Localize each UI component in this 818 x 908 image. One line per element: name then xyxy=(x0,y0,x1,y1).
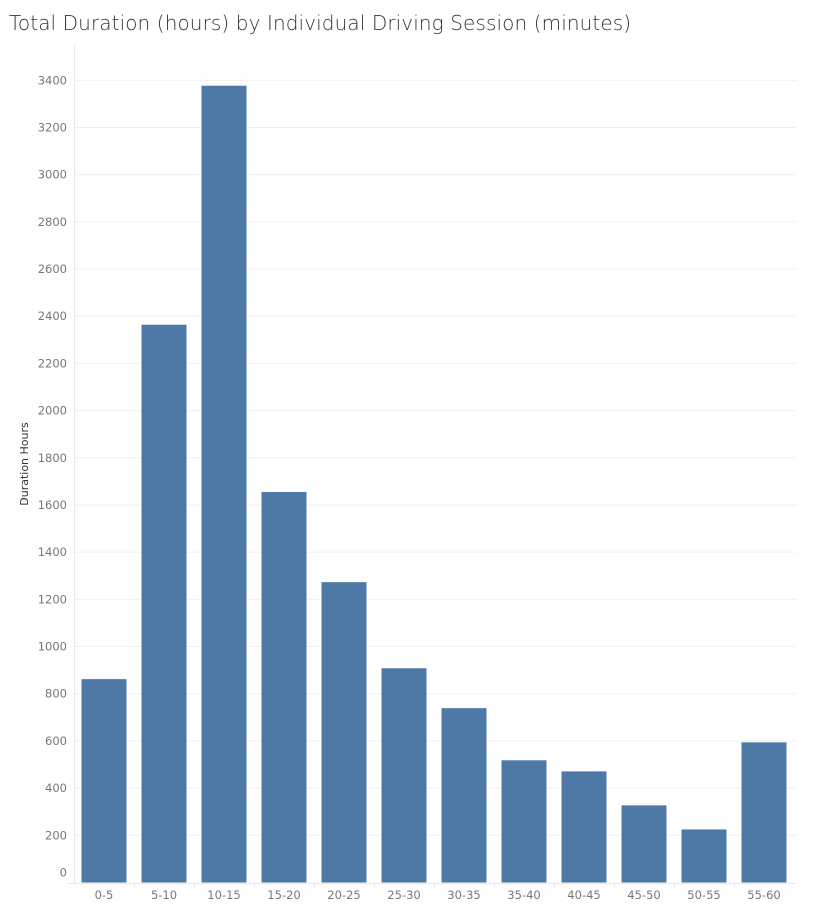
y-tick-label: 600 xyxy=(45,734,67,748)
y-tick-label: 1200 xyxy=(38,592,67,606)
y-tick-label: 1400 xyxy=(38,545,67,559)
x-tick-label: 25-30 xyxy=(387,888,420,902)
bar-45-50[interactable] xyxy=(621,805,667,883)
bar-10-15[interactable] xyxy=(201,85,247,883)
y-tick-label: 200 xyxy=(45,828,67,842)
y-tick-label: 3000 xyxy=(38,168,67,182)
bar-50-55[interactable] xyxy=(681,829,727,883)
y-tick-label: 800 xyxy=(45,687,67,701)
y-tick-label: 1800 xyxy=(38,451,67,465)
bar-40-45[interactable] xyxy=(561,771,607,883)
x-tick-label: 40-45 xyxy=(567,888,600,902)
y-tick-label: 2200 xyxy=(38,356,67,370)
x-tick-label: 30-35 xyxy=(447,888,480,902)
y-axis-label: Duration Hours xyxy=(18,422,31,506)
x-tick-label: 0-5 xyxy=(95,888,114,902)
bar-0-5[interactable] xyxy=(81,679,127,883)
y-tick-label: 2800 xyxy=(38,215,67,229)
y-tick-label: 2400 xyxy=(38,309,67,323)
x-tick-label: 20-25 xyxy=(327,888,360,902)
x-tick-label: 10-15 xyxy=(207,888,240,902)
y-tick-label: 2600 xyxy=(38,262,67,276)
y-tick-label: 0 xyxy=(60,866,67,880)
y-tick-label: 1600 xyxy=(38,498,67,512)
y-tick-label: 3200 xyxy=(38,120,67,134)
bar-15-20[interactable] xyxy=(261,492,307,883)
bar-20-25[interactable] xyxy=(321,582,367,883)
x-tick-label: 5-10 xyxy=(151,888,177,902)
bar-25-30[interactable] xyxy=(381,668,427,883)
x-tick-label: 50-55 xyxy=(687,888,720,902)
x-tick-label: 55-60 xyxy=(747,888,780,902)
bar-30-35[interactable] xyxy=(441,708,487,883)
bar-5-10[interactable] xyxy=(141,324,187,883)
bar-55-60[interactable] xyxy=(741,742,787,883)
y-tick-label: 3400 xyxy=(38,73,67,87)
y-tick-label: 400 xyxy=(45,781,67,795)
y-tick-label: 2000 xyxy=(38,404,67,418)
y-tick-label: 1000 xyxy=(38,640,67,654)
x-tick-label: 35-40 xyxy=(507,888,540,902)
x-tick-label: 15-20 xyxy=(267,888,300,902)
chart-title: Total Duration (hours) by Individual Dri… xyxy=(9,11,632,35)
x-tick-label: 45-50 xyxy=(627,888,660,902)
bar-35-40[interactable] xyxy=(501,760,547,883)
